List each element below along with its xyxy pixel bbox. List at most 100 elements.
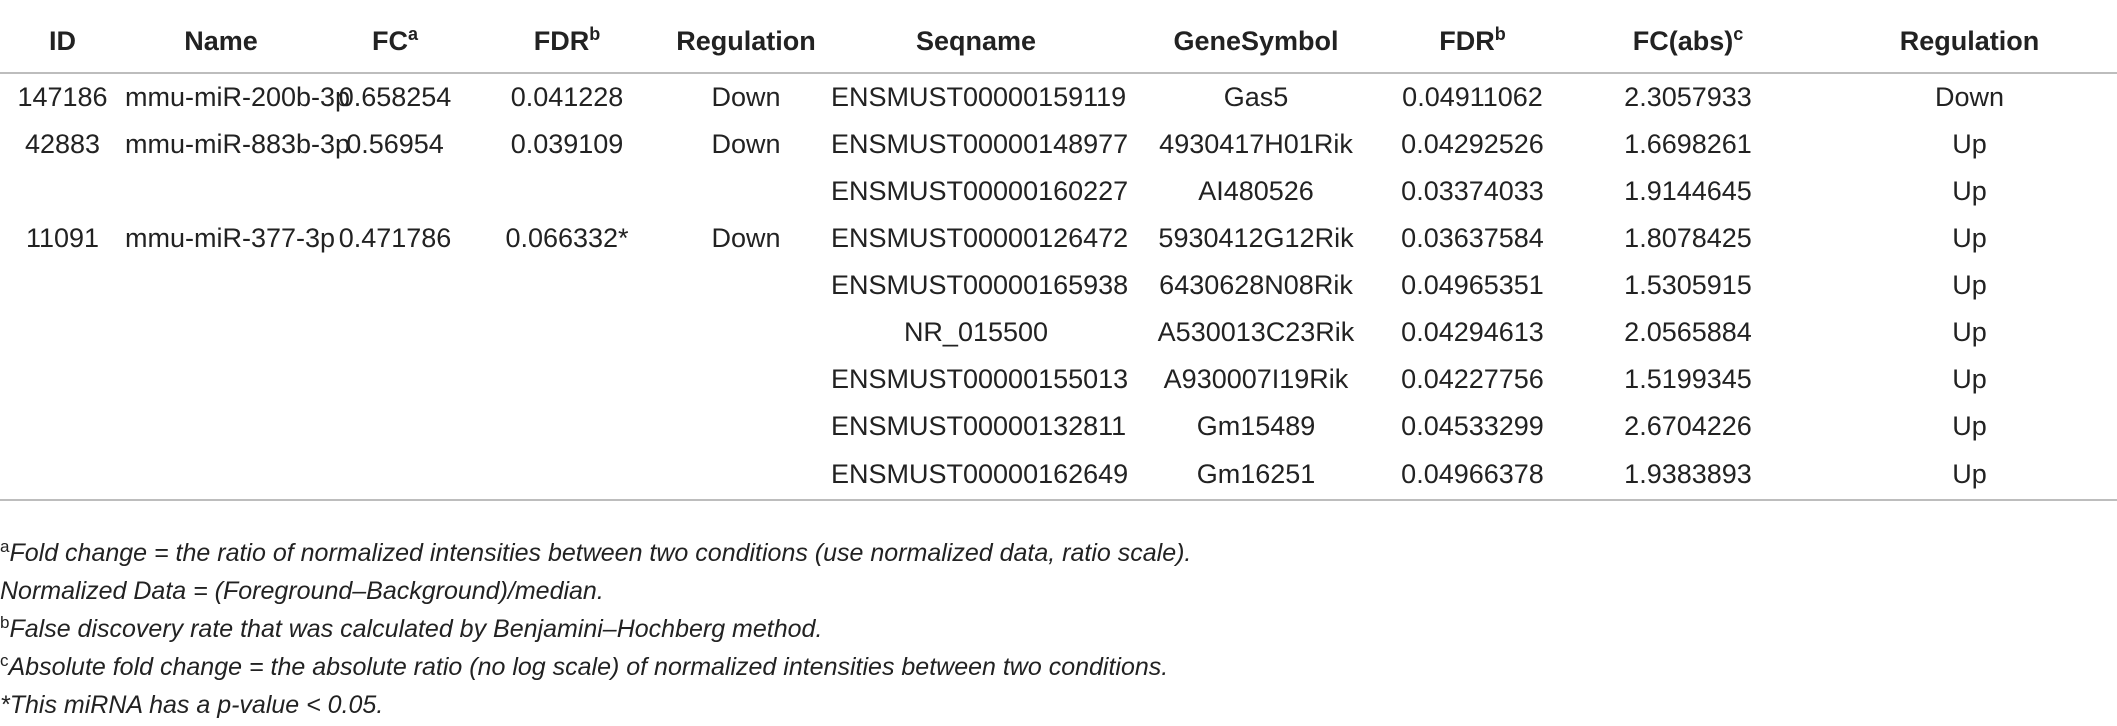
cell-fdr-target: 0.04911062 [1402, 82, 1543, 112]
cell-name [125, 356, 317, 403]
cell-regulation [661, 262, 831, 309]
cell-fdr [473, 450, 661, 501]
cell-seqname: ENSMUST00000155013 [831, 364, 1129, 394]
cell-regulation-target: Up [1822, 450, 2117, 501]
cell-regulation-target: Up [1952, 317, 1987, 347]
cell-id [0, 168, 125, 215]
cell-fdr [473, 403, 661, 450]
table-row: 42883 mmu-miR-883b-3p 0.56954 0.039109 D… [0, 121, 2117, 168]
cell-fdr-target: 0.03637584 [1401, 223, 1544, 253]
header-seqname: Seqname [831, 10, 1121, 74]
cell-fdr [473, 262, 661, 309]
cell-regulation-target: Up [1952, 411, 1987, 441]
cell-seqname: ENSMUST00000159119 [831, 82, 1127, 112]
table-row: NR_015500 A530013C23Rik 0.04294613 2.056… [0, 309, 2117, 356]
cell-genesymbol: 5930412G12Rik [1158, 223, 1354, 253]
table-row: ENSMUST00000155013 A930007I19Rik 0.04227… [0, 356, 2117, 403]
cell-regulation [661, 356, 831, 403]
table-row: ENSMUST00000162649 Gm16251 0.04966378 1.… [0, 450, 2117, 501]
cell-fdr [473, 168, 661, 215]
cell-fdr-target: 0.04292526 [1401, 129, 1544, 159]
cell-seqname: ENSMUST00000165938 [831, 270, 1129, 300]
cell-regulation-target: Up [1952, 176, 1987, 206]
cell-regulation-target: Up [1952, 270, 1987, 300]
cell-fdr-target: 0.04965351 [1401, 270, 1544, 300]
cell-fdr [473, 309, 661, 356]
cell-regulation-target: Up [1952, 223, 1987, 253]
header-regulation-target: Regulation [1822, 10, 2117, 74]
cell-genesymbol: 4930417H01Rik [1159, 129, 1353, 159]
cell-genesymbol: A530013C23Rik [1157, 317, 1355, 347]
cell-fc [317, 450, 473, 501]
header-genesymbol: GeneSymbol [1121, 10, 1391, 74]
footnote-c: cAbsolute fold change = the absolute rat… [0, 651, 1169, 681]
mirna-target-table: ID Name FCa FDRb Regulation Seqname Gene… [0, 10, 2117, 501]
cell-genesymbol: A930007I19Rik [1163, 364, 1349, 394]
cell-name [125, 262, 317, 309]
cell-name [125, 403, 317, 450]
header-id: ID [0, 10, 125, 74]
table-row: 11091 mmu-miR-377-3p 0.471786 0.066332* … [0, 215, 2117, 262]
cell-name: mmu-miR-200b-3p [125, 82, 351, 112]
cell-fdr: 0.039109 [510, 129, 624, 159]
cell-genesymbol: Gas5 [1223, 82, 1289, 112]
cell-fdr-target: 0.04227756 [1401, 364, 1544, 394]
cell-id: 42883 [24, 129, 101, 159]
cell-id: 11091 [25, 223, 100, 253]
cell-regulation: Down [711, 82, 781, 112]
cell-fc-abs: 1.5199345 [1624, 364, 1752, 394]
cell-regulation-target: Up [1952, 129, 1987, 159]
cell-regulation: Down [711, 223, 781, 253]
cell-fc: 0.56954 [346, 129, 444, 159]
cell-fdr-target: 0.04533299 [1401, 411, 1544, 441]
table-footnotes: aFold change = the ratio of normalized i… [0, 534, 2100, 724]
header-fc: FCa [317, 10, 473, 74]
cell-fc [317, 356, 473, 403]
cell-name [125, 168, 317, 215]
table-row: ENSMUST00000165938 6430628N08Rik 0.04965… [0, 262, 2117, 309]
cell-seqname: ENSMUST00000126472 [831, 223, 1129, 253]
cell-fdr-target: 0.04966378 [1391, 450, 1554, 501]
header-fdr-target: FDRb [1391, 10, 1554, 74]
cell-fc: 0.658254 [338, 82, 452, 112]
cell-fc [317, 168, 473, 215]
cell-id [0, 403, 125, 450]
cell-regulation-target: Down [1934, 82, 2005, 112]
header-fdr: FDRb [473, 10, 661, 74]
cell-genesymbol: Gm16251 [1121, 450, 1391, 501]
cell-regulation [661, 309, 831, 356]
footnote-normalized-data: Normalized Data = (Foreground–Background… [0, 577, 604, 605]
cell-fc-abs: 1.5305915 [1624, 270, 1752, 300]
cell-regulation: Down [711, 129, 781, 159]
table-row: ENSMUST00000132811 Gm15489 0.04533299 2.… [0, 403, 2117, 450]
cell-id [0, 450, 125, 501]
cell-id: 147186 [17, 82, 108, 112]
cell-fc [317, 262, 473, 309]
footnote-asterisk: *This miRNA has a p-value < 0.05. [0, 691, 384, 719]
cell-regulation [661, 168, 831, 215]
cell-seqname: ENSMUST00000132811 [831, 411, 1127, 441]
cell-fc [317, 403, 473, 450]
cell-id [0, 262, 125, 309]
cell-genesymbol: 6430628N08Rik [1159, 270, 1353, 300]
cell-id [0, 309, 125, 356]
cell-name [125, 309, 317, 356]
header-fc-abs: FC(abs)c [1554, 10, 1822, 74]
cell-fc-abs: 2.6704226 [1624, 411, 1752, 441]
table-row: 147186 mmu-miR-200b-3p 0.658254 0.041228… [0, 73, 2117, 121]
cell-seqname: ENSMUST00000162649 [831, 450, 1128, 501]
header-name: Name [125, 10, 317, 74]
cell-fc-abs: 1.9144645 [1624, 176, 1752, 206]
cell-seqname: NR_015500 [903, 317, 1049, 347]
cell-seqname: ENSMUST00000148977 [831, 129, 1129, 159]
cell-name: mmu-miR-883b-3p [125, 129, 351, 159]
footnote-b: bFalse discovery rate that was calculate… [0, 613, 823, 643]
cell-fc-abs: 1.9383893 [1554, 450, 1822, 501]
cell-id [0, 356, 125, 403]
cell-fdr [473, 356, 661, 403]
cell-fdr: 0.041228 [510, 82, 624, 112]
cell-seqname: ENSMUST00000160227 [831, 176, 1129, 206]
header-row: ID Name FCa FDRb Regulation Seqname Gene… [0, 10, 2117, 74]
cell-regulation [661, 403, 831, 450]
